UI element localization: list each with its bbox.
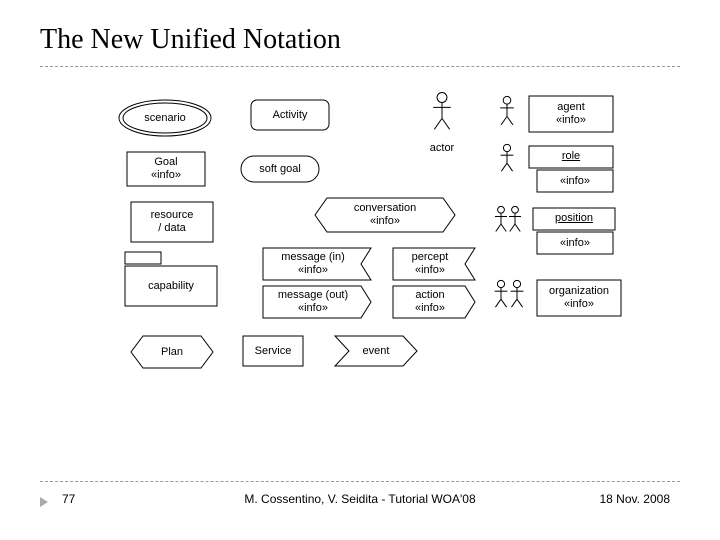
diagram-label: Service (243, 345, 303, 358)
diagram-label: message (out)«info» (264, 289, 362, 315)
diagram-label: soft goal (241, 163, 319, 176)
diagram-label: Goal«info» (127, 156, 205, 182)
diagram-label: actor (412, 142, 472, 155)
footer-date: 18 Nov. 2008 (600, 492, 671, 506)
diagram-label: agent«info» (529, 101, 613, 127)
diagram-label: percept«info» (394, 251, 466, 277)
slide-title: The New Unified Notation (40, 24, 341, 56)
diagram-label: capability (125, 280, 217, 293)
notation-diagram: scenario Activity actor agent«info» Goal«inf… (105, 90, 645, 420)
diagram-label: conversation«info» (327, 202, 443, 228)
diagram-label: message (in)«info» (264, 251, 362, 277)
diagram-label: Plan (141, 346, 203, 359)
diagram-label: action«info» (394, 289, 466, 315)
title-divider (40, 66, 680, 67)
diagram-svg (105, 90, 645, 420)
footer-divider (40, 481, 680, 482)
diagram-label: event (345, 345, 407, 358)
diagram-label: role (529, 150, 613, 163)
diagram-label: Activity (251, 109, 329, 122)
diagram-label: «info» (537, 237, 613, 250)
diagram-label: resource/ data (131, 209, 213, 235)
diagram-label: scenario (119, 112, 211, 125)
diagram-label: «info» (537, 175, 613, 188)
diagram-label: position (533, 212, 615, 225)
diagram-label: organization«info» (537, 285, 621, 311)
